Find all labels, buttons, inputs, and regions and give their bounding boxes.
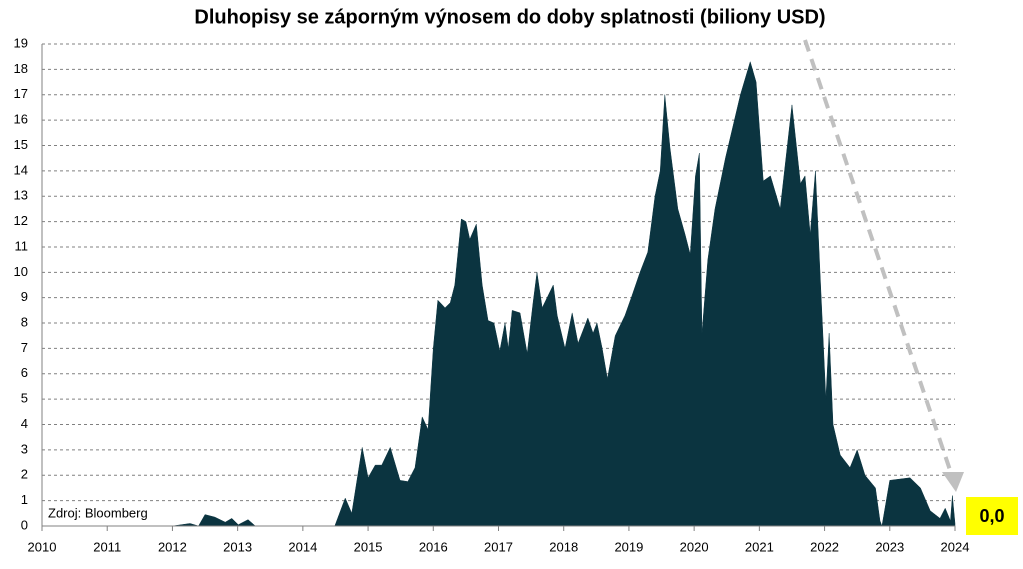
x-tick-label: 2020 xyxy=(680,539,709,554)
x-tick-label: 2013 xyxy=(223,539,252,554)
x-tick-label: 2012 xyxy=(158,539,187,554)
y-tick-label: 12 xyxy=(14,213,28,228)
y-tick-label: 13 xyxy=(14,188,28,203)
y-tick-label: 16 xyxy=(14,112,28,127)
last-value-box xyxy=(966,497,1018,535)
area xyxy=(42,60,956,527)
trend-arrow-head xyxy=(942,472,964,492)
y-tick-label: 9 xyxy=(21,289,28,304)
source-note: Zdroj: Bloomberg xyxy=(48,505,148,520)
x-tick-label: 2010 xyxy=(28,539,57,554)
y-tick-label: 1 xyxy=(21,492,28,507)
x-tick-label: 2017 xyxy=(484,539,513,554)
trend-arrow xyxy=(803,39,954,477)
y-tick-label: 8 xyxy=(21,314,28,329)
x-tick-label: 2019 xyxy=(614,539,643,554)
y-tick-label: 4 xyxy=(21,416,28,431)
y-tick-label: 10 xyxy=(14,264,28,279)
x-tick-label: 2014 xyxy=(288,539,317,554)
x-tick-label: 2015 xyxy=(354,539,383,554)
x-tick-label: 2023 xyxy=(875,539,904,554)
y-tick-label: 3 xyxy=(21,441,28,456)
y-tick-label: 18 xyxy=(14,61,28,76)
y-tick-label: 15 xyxy=(14,137,28,152)
y-tick-label: 5 xyxy=(21,391,28,406)
y-tick-label: 6 xyxy=(21,365,28,380)
y-tick-label: 7 xyxy=(21,340,28,355)
y-tick-label: 11 xyxy=(15,238,29,253)
x-tick-label: 2022 xyxy=(810,539,839,554)
y-tick-label: 2 xyxy=(21,467,28,482)
x-tick-label: 2018 xyxy=(549,539,578,554)
x-tick-label: 2021 xyxy=(745,539,774,554)
y-tick-label: 0 xyxy=(21,517,28,532)
x-tick-label: 2011 xyxy=(93,539,121,554)
x-tick-label: 2024 xyxy=(941,539,970,554)
y-tick-label: 14 xyxy=(14,162,28,177)
y-tick-label: 19 xyxy=(14,35,28,50)
last-value-label: 0,0 xyxy=(979,506,1004,526)
y-tick-label: 17 xyxy=(14,86,28,101)
x-tick-label: 2016 xyxy=(419,539,448,554)
chart-title: Dluhopisy se záporným výnosem do doby sp… xyxy=(194,6,825,28)
